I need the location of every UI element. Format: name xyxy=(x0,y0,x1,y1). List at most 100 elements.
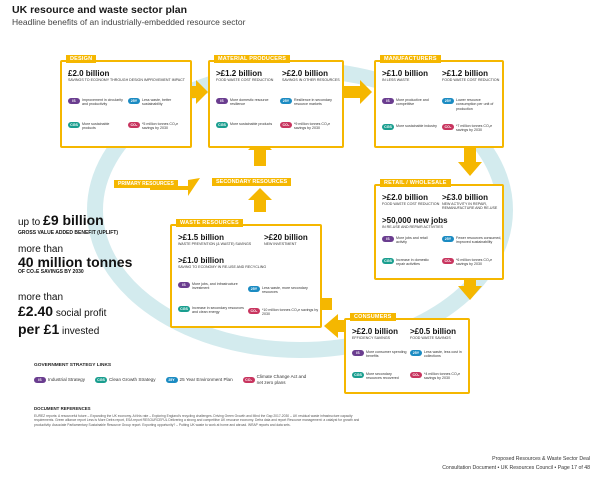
legend-is: IS Industrial Strategy xyxy=(34,376,85,383)
strategy-legend: IS Industrial Strategy CGS Clean Growth St… xyxy=(34,374,313,385)
co2-badge: CO₂ xyxy=(442,124,454,130)
design-stat: £2.0 billion SAVINGS TO ECONOMY THROUGH … xyxy=(68,69,188,82)
manufacturers-box: MANUFACTURERS >£1.0 billion IN LESS WAST… xyxy=(374,55,504,148)
stat-label: NEW INVESTMENT xyxy=(264,242,297,246)
stat-label: FOOD WASTE SAVINGS xyxy=(410,336,451,340)
cgs-badge: CGS xyxy=(216,122,228,128)
headline-gva: up to £9 billion GROSS VALUE ADDED BENEF… xyxy=(18,212,118,236)
headline-co2: more than 40 million tonnes OF CO₂e SAVI… xyxy=(18,244,132,275)
footer-line-1: Proposed Resources & Waste Sector Deal xyxy=(492,456,590,462)
legend-label: Clean Growth Strategy xyxy=(109,376,156,382)
headline-label: OF CO₂e SAVINGS BY 2030 xyxy=(18,269,84,275)
arrow-material-to-manufacturers xyxy=(344,80,372,104)
material-stat-1: >£1.2 billion FOOD WASTE COST REDUCTION xyxy=(216,69,278,82)
stat-label: FOOD WASTE COST REDUCTION xyxy=(216,78,274,82)
consumers-cgs: CGS More secondary resources recovered xyxy=(352,372,408,381)
consumers-box: CONSUMERS >£2.0 billion EFFICIENCY SAVIN… xyxy=(344,313,470,394)
manufacturers-25y: 25Y Lower resource consumption per unit o… xyxy=(442,98,502,111)
material-producers-box: MATERIAL PRODUCERS >£1.2 billion FOOD WA… xyxy=(208,55,344,148)
headline-prefix: more than xyxy=(18,244,64,255)
benefit-text: More productive and competitive xyxy=(396,98,429,107)
waste-resources-box: WASTE RESOURCES >£1.5 billion WASTE PREV… xyxy=(170,219,322,328)
stat-label: IN LESS WASTE xyxy=(382,78,410,82)
waste-is: IS More jobs, and infrastructure investme… xyxy=(178,282,244,291)
consumers-co2: CO₂ *4 million tonnes CO₂e savings by 203… xyxy=(410,372,470,381)
benefit-text: *10 million tonnes CO₂e savings by 2030 xyxy=(262,308,319,317)
retail-stat-2: >£3.0 billion NEW ACTIVITY IN REPAIR, RE… xyxy=(442,193,504,210)
waste-stat-3: >£1.0 billion SAVING TO ECONOMY IN RE-US… xyxy=(178,256,318,269)
benefit-text: Fewer resources consumed, improved susta… xyxy=(456,236,502,245)
design-is: IS Improvement in circularity and product… xyxy=(68,98,124,107)
legend-label: 25 Year Environment Plan xyxy=(179,376,233,382)
benefit-text: Improvement in circularity and productiv… xyxy=(82,98,123,107)
stat-value: >£20 billion xyxy=(264,233,308,242)
material-is: IS More domestic resource resilience xyxy=(216,98,274,107)
headline-label: invested xyxy=(59,326,100,337)
25y-badge: 25Y xyxy=(280,98,292,104)
consumers-is: IS More consumer spending benefits xyxy=(352,350,408,359)
co2-badge: CO₂ xyxy=(242,376,255,383)
headline-prefix: up to xyxy=(18,217,44,228)
consumers-stat-2: >£0.5 billion FOOD WASTE SAVINGS xyxy=(410,327,470,340)
benefit-text: More jobs, and infrastructure investment xyxy=(192,282,238,291)
waste-stat-1: >£1.5 billion WASTE PREVENTION (& WASTE)… xyxy=(178,233,262,246)
stat-value: >£2.0 billion xyxy=(282,69,329,78)
is-badge: IS xyxy=(382,98,394,104)
stat-label: FOOD WASTE COST REDUCTION xyxy=(442,78,500,82)
retail-stat-3: >50,000 new jobs IN RE-USE AND REPAIR AC… xyxy=(382,216,502,229)
headline-label: social profit xyxy=(53,308,107,319)
benefit-text: More domestic resource resilience xyxy=(230,98,269,107)
cgs-badge: CGS xyxy=(352,372,364,378)
benefit-text: Less waste, better sustainability xyxy=(142,98,172,107)
benefit-text: More jobs and retail activity xyxy=(396,236,428,245)
manufacturers-stat-1: >£1.0 billion IN LESS WASTE xyxy=(382,69,440,82)
headline-prefix: more than xyxy=(18,292,64,303)
manufacturers-cgs: CGS More sustainable industry xyxy=(382,124,438,130)
footer-line-2: Consultation Document • UK Resources Cou… xyxy=(442,465,590,471)
stat-value: >£1.2 billion xyxy=(442,69,489,78)
stat-value: >50,000 new jobs xyxy=(382,216,448,225)
stat-label: NEW ACTIVITY IN REPAIR, REMANUFACTURE AN… xyxy=(442,202,498,211)
design-box: DESIGN £2.0 billion SAVINGS TO ECONOMY T… xyxy=(60,55,192,148)
waste-stat-2: >£20 billion NEW INVESTMENT xyxy=(264,233,322,246)
25y-badge: 25Y xyxy=(248,286,260,292)
manufacturers-stat-2: >£1.2 billion FOOD WASTE COST REDUCTION xyxy=(442,69,504,82)
co2-badge: CO₂ xyxy=(248,308,260,314)
cgs-badge: CGS xyxy=(382,258,394,264)
stat-label: SAVING TO ECONOMY IN RE-USE AND RECYCLIN… xyxy=(178,265,267,269)
retail-co2: CO₂ *6 million tonnes CO₂e savings by 203… xyxy=(442,258,502,267)
25y-badge: 25Y xyxy=(128,98,140,104)
benefit-text: Less waste, more secondary resources xyxy=(262,286,308,295)
stat-label: FOOD WASTE COST REDUCTION xyxy=(382,202,440,206)
retail-wholesale-box: RETAIL / WHOLESALE >£2.0 billion FOOD WA… xyxy=(374,179,504,280)
arrow-waste-to-secondary xyxy=(248,188,272,212)
waste-25y: 25Y Less waste, more secondary resources xyxy=(248,286,320,295)
25y-badge: 25Y xyxy=(165,376,178,383)
design-co2: CO₂ *5 million tonnes CO₂e savings by 203… xyxy=(128,122,188,131)
material-co2: CO₂ *9 million tonnes CO₂e savings by 203… xyxy=(280,122,342,131)
is-badge: IS xyxy=(382,236,394,242)
headline-value: £9 billion xyxy=(43,212,104,228)
consumers-25y: 25Y Less waste, less cost in collections xyxy=(410,350,470,359)
stat-label: EFFICIENCY SAVINGS xyxy=(352,336,391,340)
is-badge: IS xyxy=(34,376,46,383)
benefit-text: Resilience in secondary resource markets xyxy=(294,98,332,107)
co2-badge: CO₂ xyxy=(128,122,140,128)
is-badge: IS xyxy=(216,98,228,104)
material-stat-2: >£2.0 billion SAVINGS IN OTHER RESOURCES xyxy=(282,69,344,82)
25y-badge: 25Y xyxy=(442,236,454,242)
benefit-text: More sustainable products xyxy=(82,122,110,131)
benefit-text: More secondary resources recovered xyxy=(366,372,399,381)
stat-value: >£2.0 billion xyxy=(352,327,399,336)
stat-label: SAVINGS IN OTHER RESOURCES xyxy=(282,78,340,82)
benefit-text: More sustainable products xyxy=(230,122,273,126)
benefit-text: *4 million tonnes CO₂e savings by 2030 xyxy=(424,372,461,381)
retail-cgs: CGS Increase in domestic repair activitie… xyxy=(382,258,438,267)
design-25y: 25Y Less waste, better sustainability xyxy=(128,98,188,107)
benefit-text: Increase in domestic repair activities xyxy=(396,258,429,267)
legend-25y: 25Y 25 Year Environment Plan xyxy=(165,376,233,383)
consumers-stat-1: >£2.0 billion EFFICIENCY SAVINGS xyxy=(352,327,410,340)
headline-value: £2.40 xyxy=(18,303,54,319)
benefit-text: *6 million tonnes CO₂e savings by 2030 xyxy=(456,258,493,267)
retail-25y: 25Y Fewer resources consumed, improved su… xyxy=(442,236,502,245)
